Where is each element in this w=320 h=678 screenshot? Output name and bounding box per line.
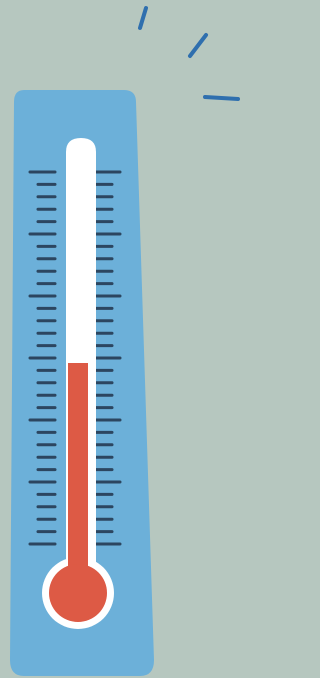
mercury: [68, 363, 88, 588]
thermometer-illustration: [0, 0, 247, 678]
heat-mark: [205, 97, 238, 99]
bulb: [49, 564, 107, 622]
